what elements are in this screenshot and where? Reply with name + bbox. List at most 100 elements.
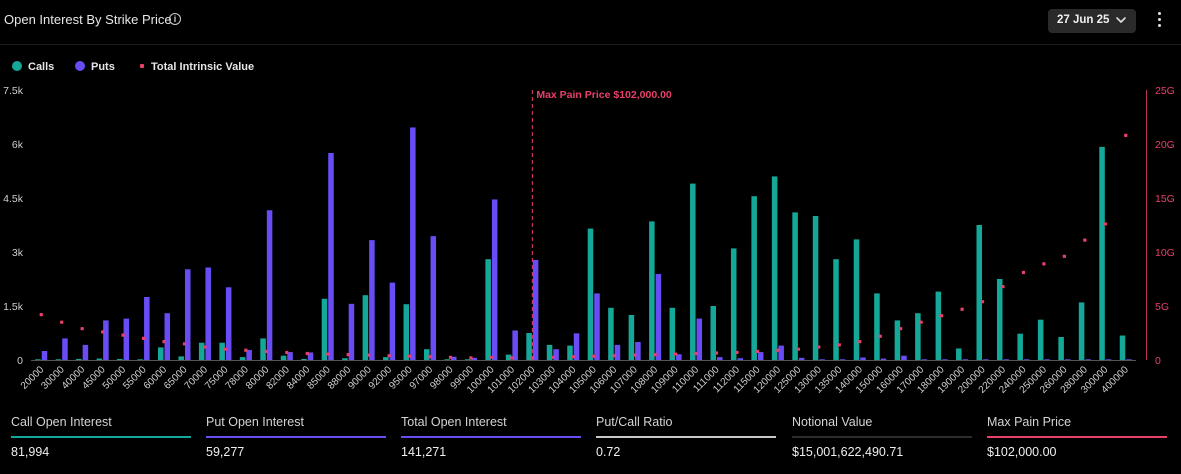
calls-bar xyxy=(1078,302,1085,360)
puts-bar xyxy=(410,127,416,360)
puts-bar xyxy=(655,273,662,360)
y-right-tick-label: 5G xyxy=(1155,301,1169,313)
y-right-tick-label: 20G xyxy=(1155,139,1175,151)
puts-bar xyxy=(614,344,621,360)
puts-bar xyxy=(225,287,232,360)
y-left-tick-label: 3k xyxy=(12,247,24,259)
calls-bar xyxy=(608,307,614,360)
intrinsic-value-point xyxy=(244,348,248,352)
calls-bar xyxy=(1058,336,1064,360)
calls-bar xyxy=(444,359,450,360)
chart-title: Open Interest By Strike Price xyxy=(4,12,172,27)
stat-underline xyxy=(11,436,191,438)
chevron-down-icon xyxy=(1116,17,1126,23)
legend-intrinsic-label: Total Intrinsic Value xyxy=(151,61,255,73)
intrinsic-value-point xyxy=(755,349,760,353)
calls-bar xyxy=(362,295,369,360)
puts-bar xyxy=(205,267,211,360)
puts-swatch-icon xyxy=(75,61,85,71)
calls-bar xyxy=(280,355,287,360)
calls-bar xyxy=(669,307,676,360)
intrinsic-value-point xyxy=(101,330,105,334)
intrinsic-value-point xyxy=(121,333,125,337)
puts-bar xyxy=(62,338,68,360)
calls-bar xyxy=(996,279,1003,360)
calls-bar xyxy=(956,348,962,360)
intrinsic-value-point xyxy=(387,354,391,358)
stat-label: Notional Value xyxy=(792,415,873,429)
intrinsic-value-point xyxy=(633,353,637,357)
puts-bar xyxy=(348,303,355,360)
calls-bar xyxy=(383,357,389,360)
intrinsic-value-point xyxy=(714,351,719,355)
calls-bar xyxy=(157,347,164,360)
puts-bar xyxy=(307,352,314,360)
puts-bar xyxy=(696,318,703,360)
intrinsic-value-point xyxy=(1124,133,1128,137)
expiry-date-dropdown[interactable]: 27 Jun 25 xyxy=(1048,9,1136,33)
calls-bar xyxy=(812,216,819,360)
puts-bar xyxy=(839,359,846,360)
intrinsic-value-point xyxy=(612,354,616,358)
intrinsic-value-point xyxy=(469,356,473,360)
legend-calls[interactable]: Calls xyxy=(12,61,54,73)
calls-bar xyxy=(403,304,410,360)
intrinsic-value-point xyxy=(858,340,862,344)
calls-bar xyxy=(219,342,225,360)
calls-bar xyxy=(526,333,532,360)
intrinsic-value-point xyxy=(776,348,780,352)
intrinsic-value-point xyxy=(899,327,903,331)
puts-bar xyxy=(103,320,109,360)
intrinsic-value-point xyxy=(305,351,309,356)
calls-bar xyxy=(260,338,266,360)
more-options-icon[interactable] xyxy=(1156,12,1162,30)
intrinsic-value-point xyxy=(346,353,350,357)
puts-bar xyxy=(983,359,989,360)
calls-bar xyxy=(1099,146,1105,360)
calls-bar xyxy=(710,306,717,360)
legend-puts[interactable]: Puts xyxy=(75,61,115,73)
puts-bar xyxy=(860,357,866,360)
y-right-tick-label: 25G xyxy=(1155,85,1175,97)
calls-bar xyxy=(833,259,839,360)
intrinsic-value-point xyxy=(673,352,678,356)
puts-bar xyxy=(635,342,641,360)
calls-bar xyxy=(1119,335,1126,360)
intrinsic-value-point xyxy=(489,355,494,359)
stat-value: 141,271 xyxy=(401,445,447,459)
puts-bar xyxy=(798,357,805,360)
calls-bar xyxy=(301,358,307,360)
intrinsic-swatch-icon xyxy=(140,64,144,68)
puts-bar xyxy=(553,349,559,360)
intrinsic-value-point xyxy=(735,350,739,355)
stat-value: 59,277 xyxy=(206,445,245,459)
calls-bar xyxy=(342,358,348,360)
intrinsic-value-point xyxy=(407,354,412,358)
puts-bar xyxy=(369,240,375,360)
calls-bar xyxy=(424,349,430,360)
stat-value: $102,000.00 xyxy=(987,445,1057,459)
intrinsic-value-point xyxy=(1062,254,1066,258)
intrinsic-value-point xyxy=(1021,270,1026,275)
intrinsic-value-point xyxy=(960,307,964,311)
stat-label: Max Pain Price xyxy=(987,415,1072,429)
puts-bar xyxy=(328,153,334,360)
puts-bar xyxy=(676,354,682,360)
stat-label: Put Open Interest xyxy=(206,415,304,429)
calls-bar xyxy=(76,358,82,360)
calls-bar xyxy=(96,358,103,360)
puts-bar xyxy=(450,356,457,360)
puts-bar xyxy=(266,210,273,360)
calls-bar xyxy=(649,221,655,360)
intrinsic-value-point xyxy=(571,355,575,359)
y-right-tick-label: 0 xyxy=(1155,355,1161,367)
puts-bar xyxy=(1003,359,1010,360)
info-icon[interactable]: i xyxy=(169,13,181,25)
intrinsic-value-point xyxy=(285,350,289,355)
intrinsic-value-point xyxy=(223,347,227,351)
legend-intrinsic[interactable]: Total Intrinsic Value xyxy=(137,61,254,73)
intrinsic-value-point xyxy=(60,320,64,324)
puts-bar xyxy=(287,352,293,360)
calls-bar xyxy=(178,356,184,360)
max-pain-label: Max Pain Price $102,000.00 xyxy=(536,89,672,101)
